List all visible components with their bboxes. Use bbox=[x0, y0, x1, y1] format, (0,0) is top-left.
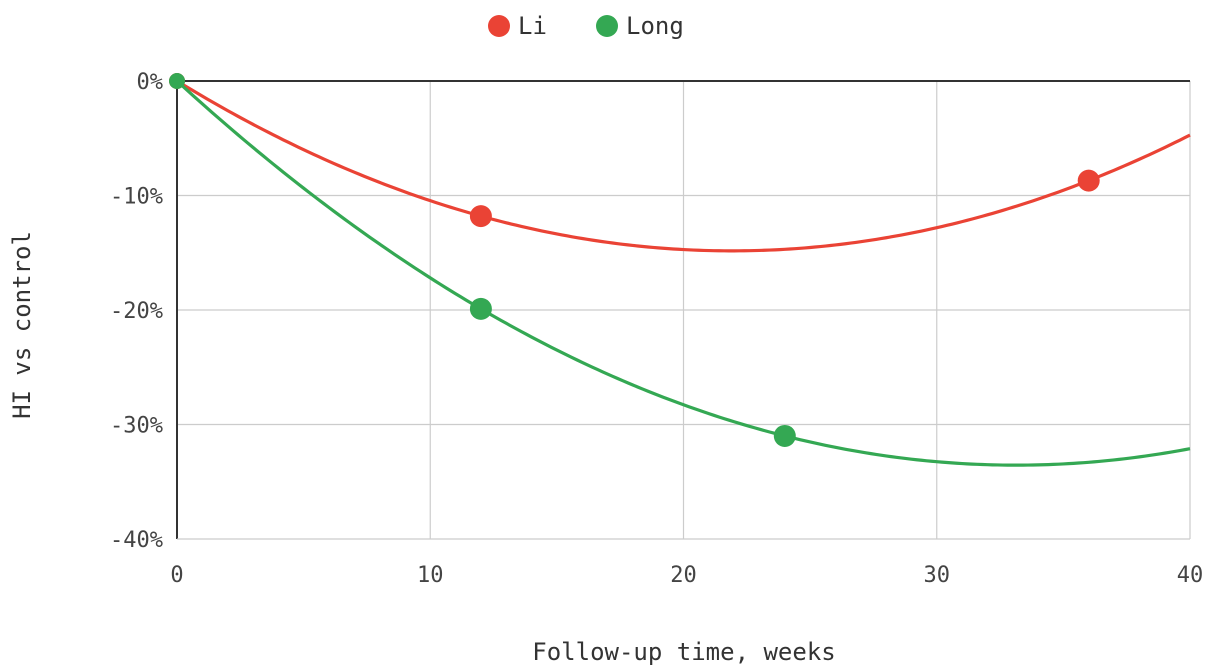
x-tick-label: 20 bbox=[670, 563, 697, 588]
ticks-layer: 0 10 20 30 40 0% -10% -20% -30% -40% bbox=[110, 70, 1203, 588]
y-tick-label: -30% bbox=[110, 414, 163, 439]
data-point-li bbox=[1077, 169, 1100, 192]
legend-label-li: Li bbox=[518, 12, 547, 40]
y-axis-title: HI vs control bbox=[8, 231, 36, 419]
legend-label-long: Long bbox=[626, 12, 684, 40]
series-layer bbox=[169, 73, 1191, 467]
trendline-long bbox=[175, 79, 1191, 467]
legend-marker-li bbox=[488, 15, 510, 37]
axes-layer bbox=[176, 80, 1190, 540]
x-tick-label: 40 bbox=[1177, 563, 1204, 588]
data-point-li bbox=[469, 205, 492, 228]
trendline-li bbox=[176, 79, 1191, 253]
legend: Li Long bbox=[488, 12, 684, 40]
y-tick-label: -40% bbox=[110, 528, 163, 553]
data-point-long bbox=[469, 297, 492, 320]
x-axis-title: Follow-up time, weeks bbox=[532, 638, 835, 666]
data-point-long bbox=[169, 73, 185, 89]
x-tick-label: 0 bbox=[170, 563, 183, 588]
data-point-long bbox=[773, 424, 796, 447]
grid-layer bbox=[177, 81, 1191, 539]
x-tick-label: 10 bbox=[417, 563, 444, 588]
x-tick-label: 30 bbox=[924, 563, 951, 588]
y-tick-label: -20% bbox=[110, 299, 163, 324]
y-tick-label: 0% bbox=[137, 70, 164, 95]
y-tick-label: -10% bbox=[110, 185, 163, 210]
legend-marker-long bbox=[596, 15, 618, 37]
